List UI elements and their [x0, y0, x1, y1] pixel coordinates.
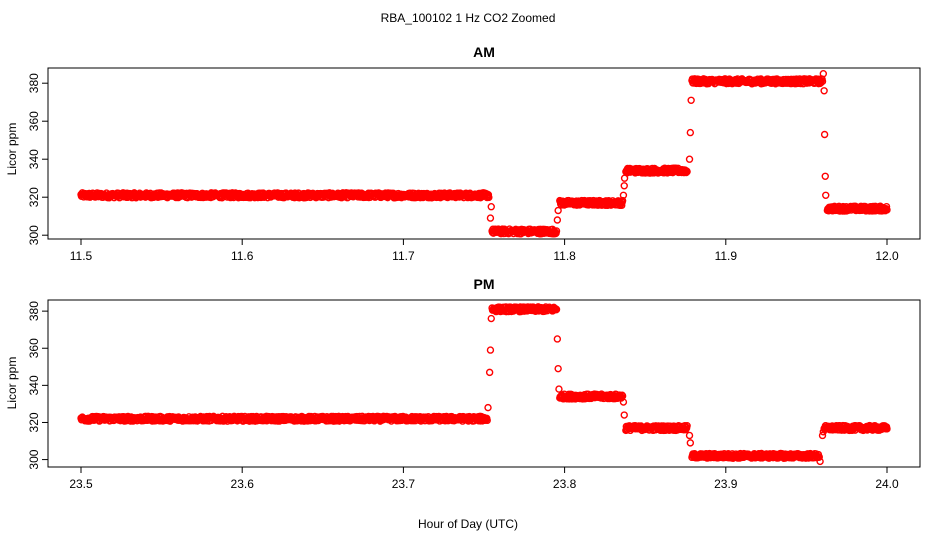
pm-y-tick-label: 380 — [27, 301, 41, 321]
figure-title: RBA_100102 1 Hz CO2 Zoomed — [381, 11, 556, 25]
am-plot-frame — [47, 67, 921, 240]
am-transition-point — [686, 128, 695, 137]
am-y-tick-label: 360 — [27, 111, 41, 131]
am-y-tick-label: 320 — [27, 187, 41, 207]
am-x-tick-label: 12.0 — [875, 249, 899, 263]
am-y-tick-label: 340 — [27, 149, 41, 169]
pm-transition-point — [554, 364, 562, 373]
am-data-point — [818, 77, 827, 86]
pm-x-tick-label: 23.7 — [392, 477, 416, 491]
pm-x-tick-label: 23.9 — [714, 477, 738, 491]
am-x-tick-label: 11.9 — [715, 249, 738, 263]
pm-transition-point — [485, 368, 494, 377]
am-data-point — [883, 206, 891, 214]
x-axis-label: Hour of Day (UTC) — [418, 517, 518, 531]
pm-y-axis-label: Licor ppm — [5, 357, 19, 410]
am-data-point — [485, 193, 493, 202]
am-panel-title: AM — [473, 44, 495, 60]
pm-transition-point — [686, 439, 695, 447]
pm-y-tick-label: 300 — [27, 449, 41, 469]
pm-plot-frame — [47, 299, 921, 468]
pm-x-tick-label: 24.0 — [875, 477, 899, 491]
pm-points — [77, 303, 891, 466]
am-transition-point — [822, 191, 830, 200]
am-x-tick-label: 11.5 — [70, 249, 93, 263]
am-transition-point — [687, 96, 695, 105]
pm-transition-point — [484, 403, 492, 412]
am-transition-point — [820, 87, 828, 95]
am-transition-point — [685, 155, 694, 163]
pm-panel-title: PM — [474, 276, 495, 292]
pm-transition-point — [685, 431, 694, 440]
pm-y-tick-label: 360 — [27, 338, 41, 358]
am-x-tick-label: 11.8 — [553, 249, 576, 263]
pm-x-tick-label: 23.8 — [553, 477, 577, 491]
pm-transition-point — [553, 335, 562, 343]
am-x-tick-label: 11.6 — [231, 249, 254, 263]
am-data-point — [683, 167, 691, 176]
am-data-point — [618, 201, 626, 210]
am-transition-point — [620, 174, 629, 182]
am-panel: AM Licor ppm 11.5 11.6 11.7 11.8 11.9 12.0 300… — [5, 44, 921, 263]
am-y-axis: 300 320 340 360 380 — [27, 73, 48, 245]
am-y-axis-label: Licor ppm — [5, 123, 19, 176]
am-x-axis: 11.5 11.6 11.7 11.8 11.9 12.0 — [70, 239, 899, 263]
pm-y-axis: 300 320 340 360 380 — [27, 301, 48, 470]
am-transition-point — [619, 191, 628, 200]
pm-transition-point — [555, 385, 563, 393]
am-transition-point — [620, 182, 628, 190]
am-transition-point — [553, 216, 562, 224]
pm-x-tick-label: 23.5 — [69, 477, 93, 491]
pm-y-tick-label: 340 — [27, 375, 41, 395]
am-data-point — [882, 202, 891, 211]
am-points — [77, 69, 891, 238]
pm-transition-point — [487, 314, 495, 323]
am-y-tick-label: 300 — [27, 225, 41, 245]
am-transition-point — [821, 172, 829, 181]
pm-x-axis: 23.5 23.6 23.7 23.8 23.9 24.0 — [69, 467, 899, 491]
am-y-tick-label: 380 — [27, 73, 41, 93]
pm-transition-point — [486, 346, 495, 354]
pm-x-tick-label: 23.6 — [231, 477, 255, 491]
am-transition-point — [820, 130, 829, 139]
am-transition-point — [554, 206, 562, 215]
am-transition-point — [486, 214, 495, 222]
pm-transition-point — [620, 411, 628, 419]
am-x-tick-label: 11.7 — [392, 249, 415, 263]
am-transition-point — [819, 69, 828, 78]
am-data-point — [552, 227, 561, 235]
am-transition-point — [487, 202, 495, 211]
pm-y-tick-label: 320 — [27, 412, 41, 432]
pm-panel: PM Licor ppm 23.5 23.6 23.7 23.8 23.9 24.0 300… — [5, 276, 921, 491]
